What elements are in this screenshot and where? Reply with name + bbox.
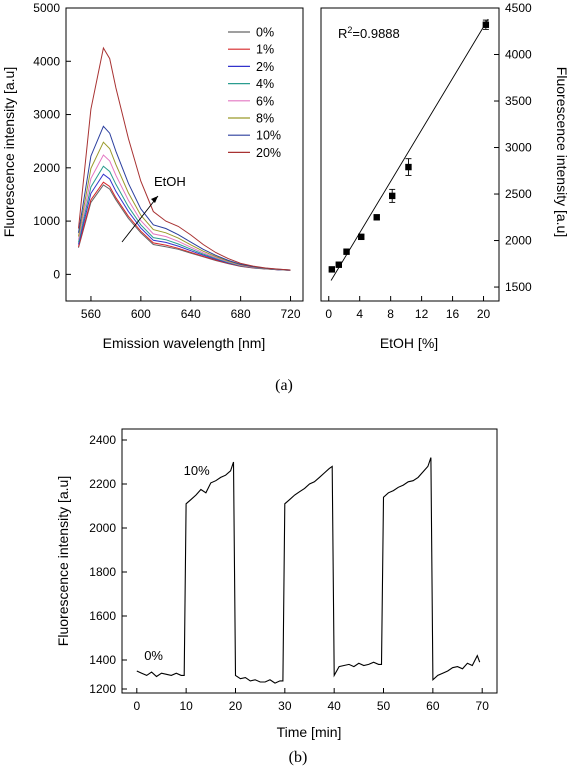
etoh-annotation: EtOH (154, 174, 186, 189)
calibration-fit-line (330, 18, 489, 281)
calibration|1-ytick-label: 1500 (505, 280, 532, 294)
time-xtick-label: 40 (327, 699, 341, 713)
calibration-chart: 0 4 8 12 16 20 1500 2000 2500 3000 3500 4000 4500 R2… (320, 1, 568, 351)
calibration|1-xtick-label: 4 (356, 307, 363, 321)
spectra|0-xtick-label: 560 (81, 307, 101, 321)
time-ytick-label: 1600 (89, 609, 116, 623)
time-xtick-label: 60 (426, 699, 440, 713)
spectra-y-label: Fluorescence intensity [a.u] (1, 67, 17, 237)
time-plot-frame (121, 428, 498, 694)
calibration-points (328, 19, 490, 273)
r-squared-annotation: R2=0.9888 (338, 25, 400, 41)
time-ytick-label: 1400 (89, 653, 116, 667)
r-squared-superscript: 2 (347, 25, 352, 35)
legend-label-2: 2% (256, 60, 274, 74)
spectra-chart: 560 600 640 680 720 0 1000 2000 3000 4000 5000 0% 1… (1, 1, 304, 351)
calibration|1-xtick-label: 20 (477, 307, 491, 321)
calibration|1-ytick-label: 3500 (505, 94, 532, 108)
time-xtick-label: 20 (229, 699, 243, 713)
calibration-y-label: Fluorescence intensity [a.u] (554, 67, 568, 237)
time-x-label: Time [min] (277, 724, 342, 740)
legend-label-0: 0% (256, 26, 274, 40)
spectra-plot-frame (65, 7, 304, 302)
time-trace-line-0 (136, 457, 481, 684)
spectra|0-xtick-label: 680 (231, 307, 251, 321)
spectra|0-ytick-label: 1000 (33, 214, 60, 228)
calibration-ticks: 0 4 8 12 16 20 1500 2000 2500 3000 3500 4000 4500 (325, 1, 532, 321)
calibration-point-6 (405, 163, 412, 171)
time-xtick-label: 50 (377, 699, 391, 713)
time-annotation-1: 10% (184, 463, 210, 478)
spectra-ticks: 560 600 640 680 720 0 1000 2000 3000 4000 5000 (33, 1, 301, 321)
legend-label-6: 10% (256, 129, 281, 143)
caption-b: (b) (289, 749, 308, 766)
calibration-point-4 (373, 214, 380, 221)
spectrum-line-7 (78, 46, 291, 271)
time-xtick-label: 70 (476, 699, 490, 713)
calibration|1-ytick-label: 4500 (505, 1, 532, 15)
spectra-legend: 0% 1% 2% 4% 6% 8% 10% 20% (228, 26, 281, 160)
spectra|0-ytick-label: 0 (53, 267, 60, 281)
time-ticks: 0 10 20 30 40 50 60 70 1200 1400 1600 1800 2000 2200 2… (89, 433, 489, 713)
time-y-label: Fluorescence intensity [a.u] (55, 476, 71, 646)
spectra|0-ytick-label: 4000 (33, 54, 60, 68)
spectrum-line-0 (78, 184, 291, 271)
time-series-group (136, 457, 481, 684)
calibration-point-2 (343, 248, 350, 255)
calibration-x-label: EtOH [%] (380, 335, 438, 351)
time-xtick-label: 30 (278, 699, 292, 713)
time-trace-chart: 0 10 20 30 40 50 60 70 1200 1400 1600 1800 2000 2200 2… (55, 428, 498, 740)
spectra|0-xtick-label: 600 (131, 307, 151, 321)
spectra|0-ytick-label: 5000 (33, 1, 60, 15)
calibration-point-7 (482, 21, 490, 28)
calibration|1-xtick-label: 8 (387, 307, 394, 321)
legend-label-5: 8% (256, 112, 274, 126)
caption-a: (a) (275, 377, 293, 394)
calibration|1-xtick-label: 12 (415, 307, 429, 321)
calibration|1-ytick-label: 2500 (505, 187, 532, 201)
calibration-point-3 (358, 233, 365, 241)
spectra|0-ytick-label: 3000 (33, 108, 60, 122)
time-ytick-label: 2400 (89, 433, 116, 447)
time-ytick-label: 2000 (89, 521, 116, 535)
time-xtick-label: 10 (179, 699, 193, 713)
calibration|1-ytick-label: 3000 (505, 141, 532, 155)
time-ytick-label: 2200 (89, 477, 116, 491)
spectra-x-label: Emission wavelength [nm] (103, 335, 266, 351)
calibration-point-0 (328, 266, 336, 273)
time-xtick-label: 0 (133, 699, 140, 713)
legend-label-1: 1% (256, 43, 274, 57)
calibration-plot-frame (320, 7, 500, 302)
etoh-arrow-shaft (121, 195, 159, 243)
legend-label-7: 20% (256, 146, 281, 160)
calibration|1-ytick-label: 2000 (505, 234, 532, 248)
legend-label-3: 4% (256, 77, 274, 91)
spectra|0-ytick-label: 2000 (33, 161, 60, 175)
r-squared-prefix: R (338, 26, 347, 41)
calibration|1-xtick-label: 16 (446, 307, 460, 321)
time-ytick-label: 1800 (89, 565, 116, 579)
time-annotations: 0% 10% (144, 463, 210, 663)
spectra-series-group (78, 46, 291, 271)
calibration|1-ytick-label: 4000 (505, 48, 532, 62)
etoh-arrow-head (151, 196, 158, 203)
time-ytick-label: 1200 (89, 682, 116, 696)
spectra|0-xtick-label: 720 (281, 307, 301, 321)
calibration-point-1 (335, 261, 342, 268)
calibration-fit-group (330, 18, 489, 281)
r-squared-value: =0.9888 (352, 26, 399, 41)
calibration|1-xtick-label: 0 (325, 307, 332, 321)
calibration-point-5 (389, 192, 396, 200)
spectrum-line-1 (78, 181, 291, 271)
legend-label-4: 6% (256, 94, 274, 108)
time-annotation-0: 0% (144, 648, 163, 663)
spectra|0-xtick-label: 640 (181, 307, 201, 321)
